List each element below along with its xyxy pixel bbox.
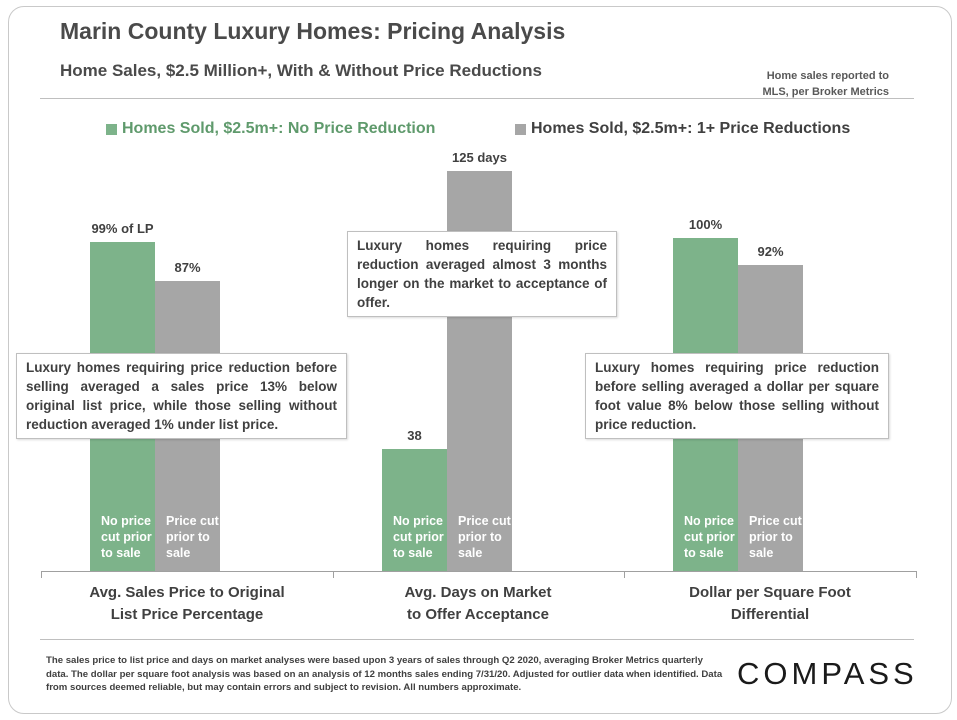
- chart-title: Marin County Luxury Homes: Pricing Analy…: [60, 18, 566, 44]
- category-label-days-line2: to Offer Acceptance: [407, 606, 549, 623]
- category-label-ppsf-line1: Dollar per Square Foot: [689, 584, 851, 601]
- callout-days: Luxury homes requiring price reduction a…: [347, 231, 617, 317]
- category-label-days-line1: Avg. Days on Market: [404, 584, 552, 601]
- bar-inner-label-ppsf-no-reduction: No price: [684, 514, 734, 528]
- source-note-line1: Home sales reported to: [766, 70, 889, 82]
- category-label-days: Avg. Days on Market to Offer Acceptance: [353, 582, 603, 626]
- callout-price: Luxury homes requiring price reduction b…: [16, 353, 347, 439]
- legend-item-no-reduction: Homes Sold, $2.5m+: No Price Reduction: [106, 120, 435, 138]
- bar-inner-label-ppsf-price-reduction: Price cut: [749, 514, 803, 528]
- compass-logo: COMPASS: [737, 656, 918, 691]
- bar-inner-label-price-price-reduction: sale: [166, 546, 190, 560]
- callout-ppsf: Luxury homes requiring price reduction b…: [585, 353, 889, 439]
- bar-inner-label-days-price-reduction: sale: [458, 546, 482, 560]
- bar-inner-label-price-no-reduction: to sale: [101, 546, 141, 560]
- bar-inner-label-days-no-reduction: cut prior: [393, 530, 444, 544]
- bar-inner-label-price-no-reduction: cut prior: [101, 530, 152, 544]
- bar-days-no-reduction: [382, 449, 447, 571]
- legend-item-price-reductions: Homes Sold, $2.5m+: 1+ Price Reductions: [515, 120, 850, 138]
- legend: Homes Sold, $2.5m+: No Price Reduction H…: [0, 120, 957, 142]
- category-label-price-line1: Avg. Sales Price to Original: [89, 584, 285, 601]
- legend-label-price-reductions: Homes Sold, $2.5m+: 1+ Price Reductions: [531, 120, 851, 137]
- bar-inner-label-days-no-reduction: to sale: [393, 546, 433, 560]
- bar-inner-label-price-no-reduction: No price: [101, 514, 151, 528]
- source-note-line2: MLS, per Broker Metrics: [762, 86, 889, 98]
- data-label-price-price-reduction: 87%: [174, 260, 200, 275]
- source-note: Home sales reported to MLS, per Broker M…: [762, 68, 889, 100]
- bar-inner-label-price-price-reduction: prior to: [166, 530, 210, 544]
- data-label-price-no-reduction: 99% of LP: [91, 221, 153, 236]
- category-label-ppsf-line2: Differential: [730, 606, 810, 623]
- bar-inner-label-days-price-reduction: prior to: [458, 530, 502, 544]
- bar-inner-label-ppsf-price-reduction: prior to: [749, 530, 793, 544]
- data-label-days-no-reduction: 38: [407, 428, 421, 443]
- bar-inner-label-ppsf-no-reduction: cut prior: [684, 530, 735, 544]
- header-divider: [40, 98, 914, 99]
- bar-inner-label-ppsf-price-reduction: sale: [749, 546, 773, 560]
- data-label-ppsf-price-reduction: 92%: [757, 244, 783, 259]
- legend-swatch-gray: [515, 123, 526, 135]
- data-label-ppsf-no-reduction: 100%: [689, 217, 723, 232]
- category-label-ppsf: Dollar per Square Foot Differential: [645, 582, 895, 626]
- data-label-days-price-reduction: 125 days: [452, 150, 507, 165]
- chart-subtitle: Home Sales, $2.5 Million+, With & Withou…: [60, 61, 542, 80]
- category-label-price-line2: List Price Percentage: [110, 606, 264, 623]
- bar-inner-label-ppsf-no-reduction: to sale: [684, 546, 724, 560]
- legend-swatch-green: [106, 123, 117, 135]
- legend-label-no-reduction: Homes Sold, $2.5m+: No Price Reduction: [122, 120, 436, 137]
- footer-divider: [40, 639, 914, 640]
- bar-inner-label-days-no-reduction: No price: [393, 514, 443, 528]
- bar-inner-label-price-price-reduction: Price cut: [166, 514, 220, 528]
- category-label-price: Avg. Sales Price to Original List Price …: [62, 582, 312, 626]
- bar-inner-label-days-price-reduction: Price cut: [458, 514, 512, 528]
- footnote: The sales price to list price and days o…: [46, 655, 723, 693]
